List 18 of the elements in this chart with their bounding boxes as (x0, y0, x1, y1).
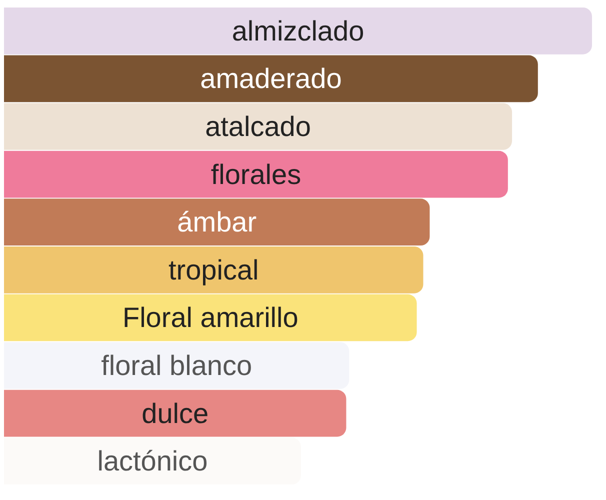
y-tick-label: Floral amarillo (122, 302, 298, 334)
y-tick-label: lactónico (97, 446, 208, 477)
bar (4, 294, 417, 342)
bar (4, 198, 430, 246)
y-tick-label: atalcado (205, 111, 311, 142)
bar (4, 103, 512, 150)
y-tick-label: dulce (142, 398, 209, 429)
y-tick-label: tropical (168, 254, 259, 286)
bar (4, 246, 424, 294)
bar (4, 342, 350, 389)
y-tick-label: amaderado (200, 63, 342, 94)
y-tick-label: floral blanco (101, 350, 252, 381)
y-tick-label: ámbar (177, 206, 257, 238)
y-tick-label: florales (210, 158, 302, 190)
bar (4, 7, 592, 54)
bar (4, 150, 508, 198)
y-tick-label: almizclado (232, 15, 364, 46)
bar (4, 55, 538, 102)
